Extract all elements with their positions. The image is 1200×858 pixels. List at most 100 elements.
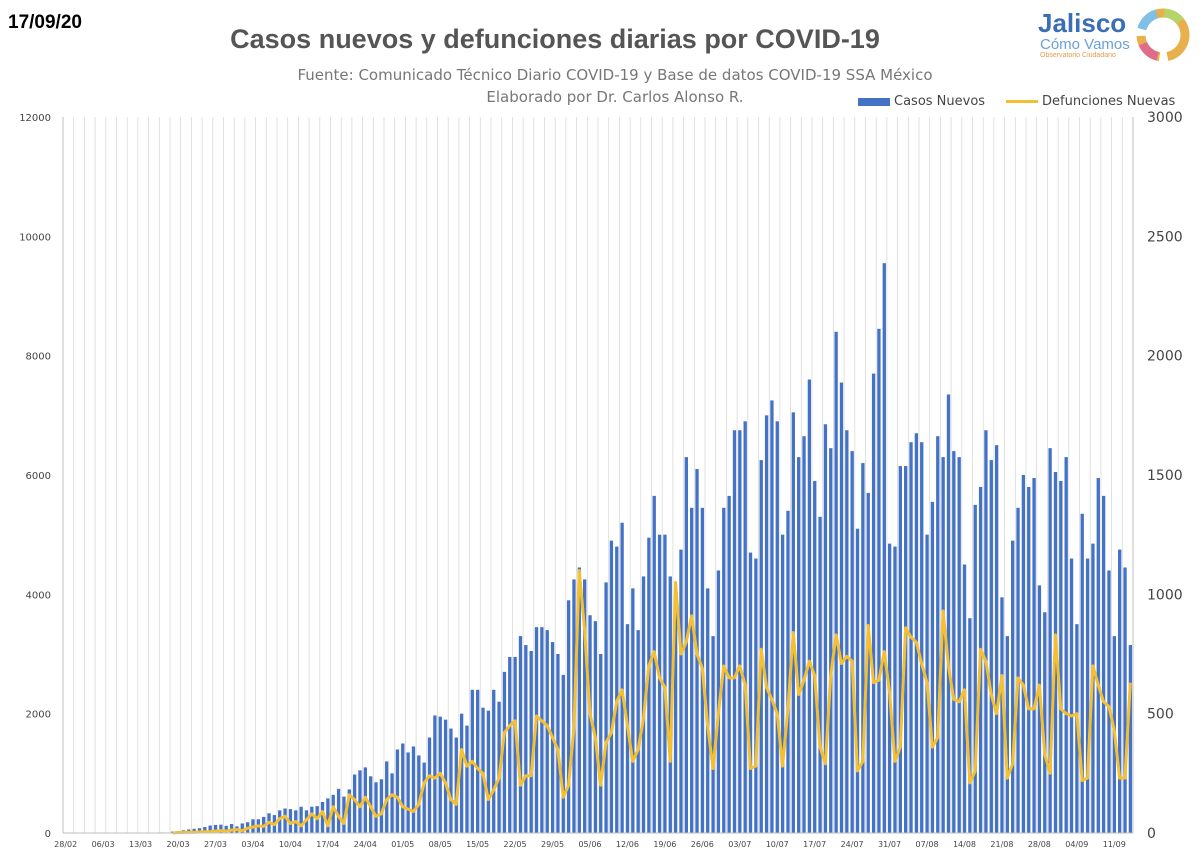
x-tick-label: 27/03 <box>204 840 227 849</box>
bar-casos-nuevos <box>893 546 897 833</box>
legend-item-casos: Casos Nuevos <box>858 94 985 109</box>
bar-casos-nuevos <box>620 522 624 833</box>
bar-casos-nuevos <box>652 495 656 833</box>
bar-casos-nuevos <box>577 567 581 833</box>
bar-casos-nuevos <box>802 436 806 833</box>
bar-casos-nuevos <box>657 534 662 833</box>
bar-casos-nuevos <box>711 636 715 833</box>
bar-casos-nuevos <box>203 827 207 833</box>
date-stamp: 17/09/20 <box>8 12 82 33</box>
bar-casos-nuevos <box>427 737 432 833</box>
bar-casos-nuevos <box>593 621 598 833</box>
bar-casos-nuevos <box>754 558 758 833</box>
bar-casos-nuevos <box>631 588 635 833</box>
bar-casos-nuevos <box>481 707 485 833</box>
bar-casos-nuevos <box>1096 477 1100 833</box>
bar-casos-nuevos <box>829 448 833 833</box>
bar-casos-nuevos <box>518 636 523 833</box>
bar-casos-nuevos <box>449 728 453 833</box>
bar-casos-nuevos <box>352 774 357 833</box>
bar-casos-nuevos <box>540 627 544 833</box>
bar-casos-nuevos <box>1101 495 1106 833</box>
bar-casos-nuevos <box>609 540 614 833</box>
bar-casos-nuevos <box>411 746 416 833</box>
bar-casos-nuevos <box>759 460 763 833</box>
bar-casos-nuevos <box>647 537 651 833</box>
bar-casos-nuevos <box>1000 597 1004 833</box>
bar-casos-nuevos <box>395 749 400 833</box>
chart-subtitle-source: Fuente: Comunicado Técnico Diario COVID-… <box>297 66 933 84</box>
bar-casos-nuevos <box>1016 507 1020 833</box>
bar-casos-nuevos <box>1011 540 1015 833</box>
bar-casos-nuevos <box>401 743 405 833</box>
y-left-tick-label: 2000 <box>26 710 51 721</box>
bar-casos-nuevos <box>556 654 560 833</box>
legend-swatch-bar <box>858 97 890 106</box>
x-tick-label: 24/04 <box>354 840 377 849</box>
bar-casos-nuevos <box>529 651 533 833</box>
bar-casos-nuevos <box>973 504 977 833</box>
bar-casos-nuevos <box>229 824 234 833</box>
bar-casos-nuevos <box>994 445 999 833</box>
bar-casos-nuevos <box>476 689 480 833</box>
bar-casos-nuevos <box>599 654 603 833</box>
bar-casos-nuevos <box>615 546 619 833</box>
bar-casos-nuevos <box>1059 480 1063 833</box>
bar-casos-nuevos <box>331 794 335 833</box>
logo-name: Jalisco <box>1038 8 1127 38</box>
bar-casos-nuevos <box>406 752 410 833</box>
bar-casos-nuevos <box>743 421 747 833</box>
bar-casos-nuevos <box>219 824 223 833</box>
x-tick-label: 08/05 <box>429 840 452 849</box>
x-tick-label: 14/08 <box>953 840 976 849</box>
bar-casos-nuevos <box>1037 585 1042 833</box>
bar-casos-nuevos <box>952 451 956 833</box>
bar-casos-nuevos <box>1107 570 1111 833</box>
x-tick-label: 07/08 <box>915 840 938 849</box>
x-tick-label: 26/06 <box>691 840 714 849</box>
bar-casos-nuevos <box>374 782 378 833</box>
bar-casos-nuevos <box>930 501 935 833</box>
bar-casos-nuevos <box>1118 549 1122 833</box>
bar-casos-nuevos <box>813 480 817 833</box>
bar-casos-nuevos <box>454 737 458 833</box>
y-left-tick-label: 6000 <box>26 471 51 482</box>
bar-casos-nuevos <box>673 594 678 833</box>
bar-casos-nuevos <box>379 779 384 833</box>
bar-casos-nuevos <box>818 516 822 833</box>
x-tick-label: 31/07 <box>878 840 901 849</box>
x-tick-label: 17/04 <box>316 840 339 849</box>
legend-label-casos: Casos Nuevos <box>894 94 986 109</box>
bar-casos-nuevos <box>390 773 394 833</box>
bar-casos-nuevos <box>786 510 790 833</box>
y-right-tick-label: 0 <box>1147 826 1156 842</box>
x-tick-label: 28/02 <box>54 840 77 849</box>
bar-casos-nuevos <box>1064 457 1068 833</box>
bar-casos-nuevos <box>871 373 876 833</box>
bar-casos-nuevos <box>775 421 779 833</box>
bar-casos-nuevos <box>566 600 571 833</box>
bar-casos-nuevos <box>957 457 961 833</box>
bar-casos-nuevos <box>465 725 469 833</box>
bar-casos-nuevos <box>770 400 774 833</box>
bar-casos-nuevos <box>920 442 924 833</box>
bar-casos-nuevos <box>561 674 565 833</box>
bar-casos-nuevos <box>588 615 592 833</box>
x-tick-label: 10/07 <box>766 840 789 849</box>
y-left-tick-label: 8000 <box>26 352 51 363</box>
bar-casos-nuevos <box>240 823 244 833</box>
bar-casos-nuevos <box>636 630 640 833</box>
bar-casos-nuevos <box>358 770 362 833</box>
bar-casos-nuevos <box>417 755 421 833</box>
bar-casos-nuevos <box>604 582 608 833</box>
bar-casos-nuevos <box>690 507 694 833</box>
bar-casos-nuevos <box>791 412 795 833</box>
bar-casos-nuevos <box>1027 486 1031 833</box>
bar-casos-nuevos <box>732 430 737 833</box>
bar-casos-nuevos <box>336 788 341 833</box>
bar-casos-nuevos <box>855 528 860 833</box>
bar-casos-nuevos <box>524 645 528 833</box>
bar-casos-nuevos <box>1080 513 1084 833</box>
line-defunciones-nuevas <box>172 568 1132 835</box>
